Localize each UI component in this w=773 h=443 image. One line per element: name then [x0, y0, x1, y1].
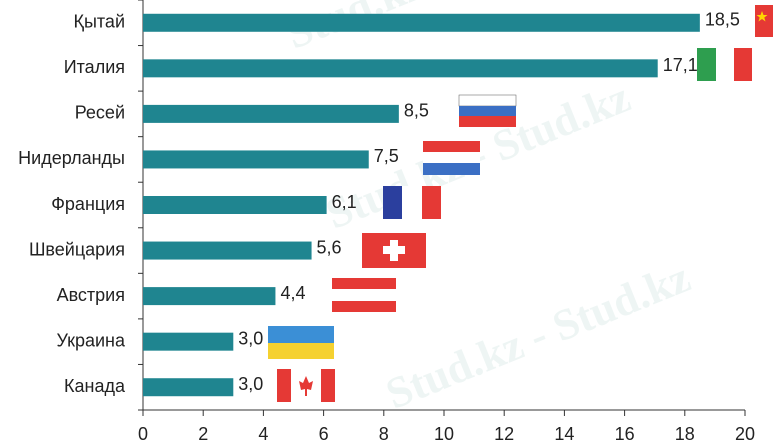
y-tick-label: Швейцария: [29, 239, 125, 259]
y-tick-label: Қытай: [73, 12, 125, 32]
value-label: 3,0: [238, 328, 263, 348]
bar: [143, 332, 234, 351]
value-label: 7,5: [374, 146, 399, 166]
bar: [143, 59, 658, 78]
flag-france: [383, 186, 441, 219]
x-tick-label: 10: [434, 424, 454, 443]
x-tick-label: 14: [554, 424, 574, 443]
y-tick-label: Австрия: [57, 285, 125, 305]
x-tick-label: 4: [258, 424, 268, 443]
y-tick-label: Канада: [64, 376, 126, 396]
bar: [143, 13, 700, 32]
watermark: Stud.kz - Stud.kz: [379, 252, 697, 418]
flag-ukraine: [268, 326, 334, 359]
flag-netherlands: [423, 141, 480, 175]
y-tick-label: Ресей: [75, 103, 125, 123]
flags: [268, 5, 773, 402]
flag-italy: [697, 48, 752, 81]
value-label: 18,5: [705, 10, 740, 30]
flag-china: [755, 5, 773, 37]
flag-austria: [332, 278, 396, 312]
bar: [143, 196, 327, 214]
x-tick-label: 2: [198, 424, 208, 443]
bar: [143, 150, 369, 169]
x-tick-label: 16: [615, 424, 635, 443]
flag-canada: [277, 369, 335, 402]
value-label: 5,6: [317, 237, 342, 257]
value-label: 4,4: [280, 283, 305, 303]
x-tick-label: 20: [735, 424, 755, 443]
y-tick-label: Франция: [51, 194, 125, 214]
x-tick-label: 12: [494, 424, 514, 443]
y-tick-label: Нидерланды: [18, 148, 125, 168]
flag-russia: [458, 94, 517, 127]
value-label: 17,1: [663, 55, 698, 75]
value-label: 6,1: [332, 192, 357, 212]
bar: [143, 241, 312, 260]
y-tick-label: Италия: [64, 57, 125, 77]
y-tick-label: Украина: [56, 330, 126, 350]
x-tick-label: 0: [138, 424, 148, 443]
x-tick-label: 18: [675, 424, 695, 443]
value-label: 3,0: [238, 374, 263, 394]
value-label: 8,5: [404, 101, 429, 121]
x-tick-label: 8: [379, 424, 389, 443]
bar: [143, 287, 276, 306]
bar: [143, 378, 234, 397]
bar: [143, 104, 399, 123]
x-tick-label: 6: [319, 424, 329, 443]
flag-switzerland: [362, 233, 426, 268]
